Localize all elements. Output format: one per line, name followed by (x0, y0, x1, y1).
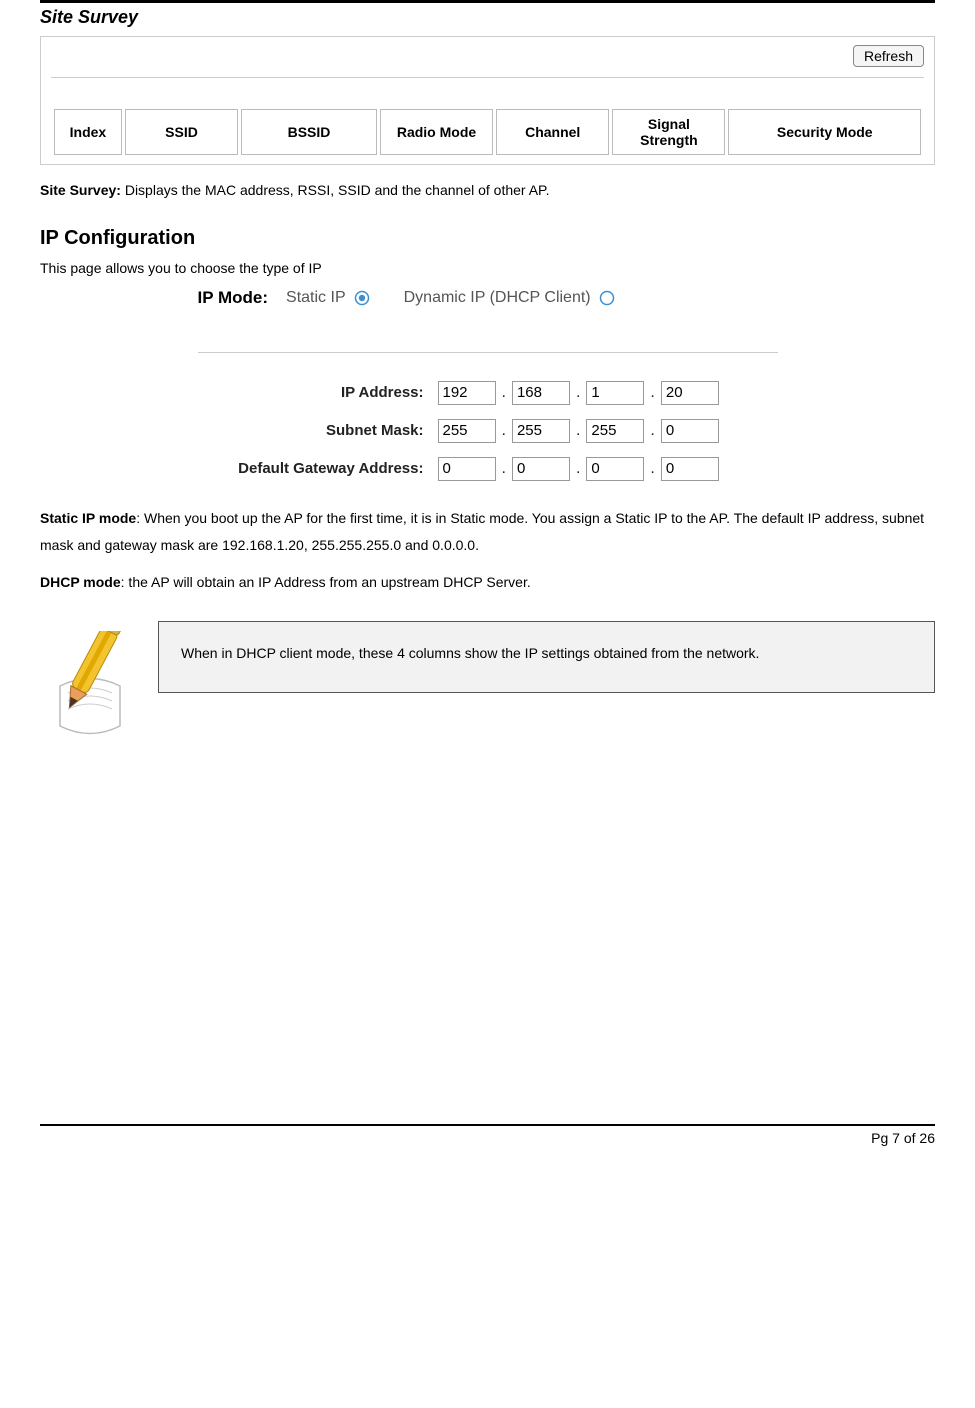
site-survey-table: Index SSID BSSID Radio Mode Channel Sign… (51, 106, 924, 158)
subnet-mask-label: Subnet Mask: (198, 422, 438, 439)
ip-octet-2[interactable] (512, 381, 570, 405)
ip-config-title: IP Configuration (40, 227, 935, 250)
gw-octet-4[interactable] (661, 457, 719, 481)
ip-address-octets: . . . (438, 381, 778, 405)
ip-mode-label: IP Mode: (198, 288, 269, 308)
dhcp-text: : the AP will obtain an IP Address from … (121, 574, 531, 590)
static-ip-option[interactable]: Static IP (286, 289, 370, 307)
site-survey-desc: Site Survey: Displays the MAC address, R… (40, 179, 935, 203)
ip-config-intro: This page allows you to choose the type … (40, 260, 935, 276)
desc-text: Displays the MAC address, RSSI, SSID and… (121, 182, 550, 198)
subnet-octet-4[interactable] (661, 419, 719, 443)
radio-selected-icon (354, 290, 370, 306)
ip-octet-4[interactable] (661, 381, 719, 405)
site-survey-panel: Refresh Index SSID BSSID Radio Mode Chan… (40, 36, 935, 165)
subnet-octet-2[interactable] (512, 419, 570, 443)
gw-octet-2[interactable] (512, 457, 570, 481)
note-text: When in DHCP client mode, these 4 column… (181, 645, 759, 661)
ip-octet-1[interactable] (438, 381, 496, 405)
desc-bold: Site Survey: (40, 182, 121, 198)
col-header-radio: Radio Mode (380, 109, 493, 155)
subnet-octets: . . . (438, 419, 778, 443)
site-survey-title: Site Survey (40, 7, 935, 28)
radio-unselected-icon (599, 290, 615, 306)
note-box: When in DHCP client mode, these 4 column… (158, 621, 935, 694)
gateway-octets: . . . (438, 457, 778, 481)
subnet-octet-3[interactable] (586, 419, 644, 443)
static-ip-label: Static IP (286, 289, 346, 307)
col-header-channel: Channel (496, 109, 609, 155)
col-header-ssid: SSID (125, 109, 238, 155)
gw-octet-3[interactable] (586, 457, 644, 481)
static-ip-desc: Static IP mode: When you boot up the AP … (40, 505, 935, 560)
ip-octet-3[interactable] (586, 381, 644, 405)
ip-address-label: IP Address: (198, 384, 438, 401)
col-header-bssid: BSSID (241, 109, 377, 155)
note-pencil-icon (40, 621, 140, 744)
gateway-label: Default Gateway Address: (198, 460, 438, 477)
static-ip-bold: Static IP mode (40, 510, 136, 526)
gw-octet-1[interactable] (438, 457, 496, 481)
col-header-security: Security Mode (728, 109, 921, 155)
dhcp-desc: DHCP mode: the AP will obtain an IP Addr… (40, 569, 935, 596)
subnet-octet-1[interactable] (438, 419, 496, 443)
static-ip-text: : When you boot up the AP for the first … (40, 510, 924, 553)
col-header-signal: Signal Strength (612, 109, 725, 155)
refresh-button[interactable]: Refresh (853, 45, 924, 67)
page-footer: Pg 7 of 26 (40, 1124, 935, 1146)
ip-config-panel: IP Mode: Static IP Dynamic IP (DHCP Clie… (188, 284, 788, 491)
dhcp-bold: DHCP mode (40, 574, 121, 590)
dynamic-ip-label: Dynamic IP (DHCP Client) (404, 289, 591, 307)
col-header-index: Index (54, 109, 122, 155)
dynamic-ip-option[interactable]: Dynamic IP (DHCP Client) (404, 289, 615, 307)
